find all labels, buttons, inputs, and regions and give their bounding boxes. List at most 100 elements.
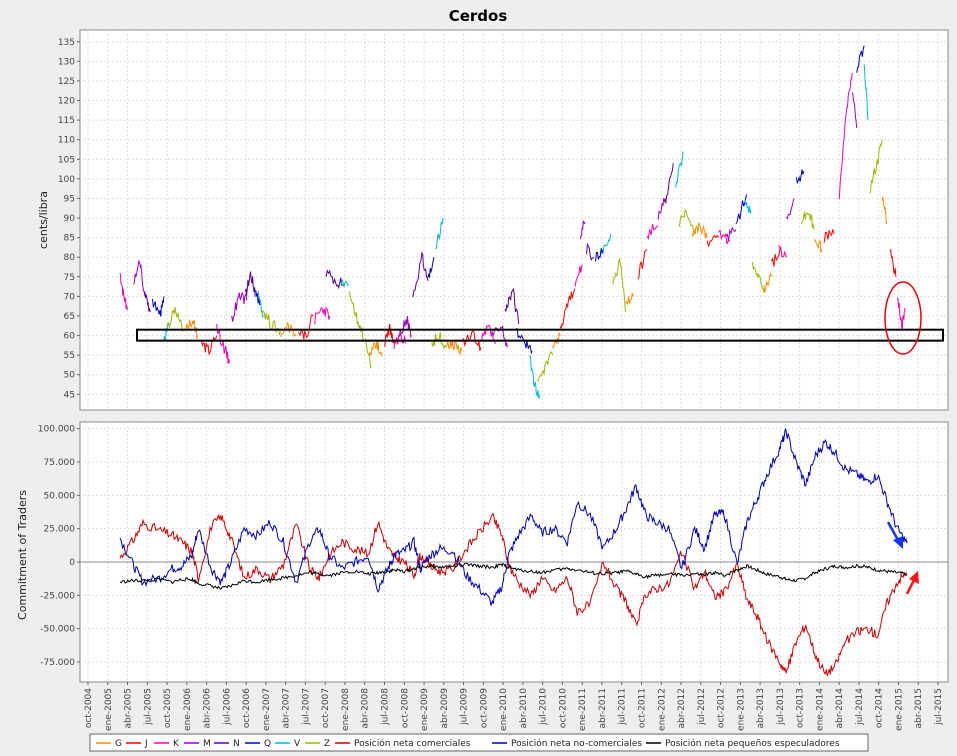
legend-items: G J K M N Q V Z Posición neta comerciales Posició…: [96, 738, 840, 749]
price-y-tick-label: 60: [64, 332, 76, 342]
cot-y-axis-label: Commitment of Traders: [16, 490, 29, 620]
contract-line-V: [744, 199, 752, 214]
contract-line-K: [393, 332, 406, 349]
price-panel: 45 50 55 60 65 70 75 80 85 90 95 100 105 110 115 120 125…: [37, 29, 949, 411]
price-y-tick-label: 130: [58, 57, 75, 67]
contract-line-N: [586, 242, 595, 261]
x-tick-label: ene-2006: [183, 688, 193, 731]
contract-line-V: [602, 233, 612, 254]
x-tick-label: ene-2015: [894, 688, 904, 731]
x-tick-label: jul-2010: [539, 688, 549, 726]
legend-label: Z: [324, 739, 330, 749]
x-tick-label: jul-2007: [301, 688, 311, 726]
cot-y-ticks: -75.000 -50.000 -25.000 0 25.000 50.000 75.000…: [38, 425, 80, 668]
price-y-tick-label: 50: [64, 371, 76, 381]
legend-label: K: [173, 739, 180, 749]
x-tick-label: jul-2013: [776, 688, 786, 726]
x-tick-label: abr-2007: [282, 688, 292, 729]
contract-line-G: [280, 321, 297, 338]
contract-line-Q: [856, 45, 865, 73]
contract-line-K: [119, 272, 128, 310]
x-tick-label: abr-2011: [598, 688, 608, 729]
contract-line-Z: [612, 258, 627, 313]
contract-line-G: [625, 293, 634, 306]
contract-line-M: [491, 325, 508, 348]
price-plot-area: [79, 29, 949, 411]
x-tick-label: abr-2008: [361, 688, 371, 729]
contract-line-Z: [752, 261, 765, 293]
price-y-tick-label: 95: [64, 194, 75, 204]
contract-line-V: [675, 151, 684, 188]
legend-label: N: [233, 739, 240, 749]
arrow-up-line: [905, 579, 916, 595]
x-tick-label: abr-2012: [677, 688, 687, 729]
contract-line-K: [897, 297, 906, 332]
small-speculators-net-line: [119, 562, 908, 590]
x-tick-label: jul-2015: [934, 688, 944, 726]
contract-line-Q: [735, 194, 747, 224]
contract-line-Q: [795, 169, 805, 185]
x-tick-label: oct-2006: [242, 688, 252, 728]
contract-line-Q: [516, 328, 533, 355]
x-tick-label: jul-2011: [618, 688, 628, 726]
legend: G J K M N Q V Z Posición neta comerciales Posició…: [89, 733, 869, 752]
legend-label: Q: [264, 739, 271, 749]
contract-line-Z: [167, 306, 184, 332]
x-tick-label: ene-2012: [657, 688, 667, 731]
support-band-box: [136, 328, 944, 342]
x-tick-label: abr-2005: [124, 688, 134, 729]
contract-line-V: [529, 354, 541, 399]
x-tick-label: ene-2007: [262, 688, 272, 731]
x-tick-label: oct-2012: [717, 688, 727, 728]
x-tick-label: oct-2009: [479, 688, 489, 728]
contract-line-Q: [427, 257, 435, 278]
contract-line-M: [725, 226, 737, 241]
price-y-tick-label: 70: [64, 292, 76, 302]
contract-line-J: [201, 335, 218, 355]
contract-line-J: [889, 248, 897, 277]
price-y-tick-label: 100: [58, 175, 75, 185]
contract-line-J: [770, 247, 782, 267]
price-y-tick-label: 110: [58, 136, 75, 146]
contract-line-K: [480, 324, 497, 344]
contract-line-K: [216, 324, 230, 364]
contract-line-M: [579, 220, 586, 240]
x-tick-label: oct-2013: [796, 688, 806, 728]
contract-line-K: [574, 264, 583, 287]
contract-line-J: [559, 288, 576, 330]
x-tick-label: jul-2009: [460, 688, 470, 726]
price-annotations: [136, 281, 944, 355]
x-axis-ticks: oct-2004 ene-2005 abr-2005 jul-2005 oct-2005…: [84, 682, 944, 731]
x-tick-label: abr-2010: [519, 688, 529, 729]
contract-line-Z: [348, 291, 372, 369]
contract-line-G: [881, 196, 888, 224]
contract-line-Q: [253, 287, 261, 306]
contract-line-K: [838, 73, 853, 200]
contract-line-Q: [152, 296, 165, 317]
x-tick-label: oct-2014: [875, 688, 885, 728]
legend-label: Posición neta comerciales: [354, 738, 471, 749]
contract-line-Z: [678, 208, 697, 234]
legend-label: G: [115, 739, 122, 749]
contract-line-M: [657, 197, 667, 220]
contract-line-V: [863, 64, 869, 121]
contract-line-J: [461, 330, 482, 352]
price-y-tick-label: 90: [64, 214, 76, 224]
contract-line-N: [504, 287, 519, 324]
legend-box: [89, 733, 869, 752]
x-tick-label: ene-2011: [578, 688, 588, 731]
x-tick-label: oct-2007: [321, 688, 331, 728]
price-y-tick-label: 115: [58, 116, 75, 126]
contract-line-G: [552, 332, 561, 349]
legend-label: Posición neta pequeños especuladores: [665, 738, 840, 749]
contract-line-M: [231, 291, 248, 322]
x-tick-label: jul-2012: [697, 688, 707, 726]
price-y-tick-label: 80: [64, 253, 76, 263]
contract-line-N: [144, 291, 151, 313]
x-tick-label: abr-2014: [835, 688, 845, 729]
cot-y-tick-label: 75.000: [44, 458, 76, 468]
x-tick-label: oct-2008: [400, 688, 410, 728]
x-tick-label: ene-2013: [736, 688, 746, 731]
x-tick-label: jul-2005: [143, 688, 153, 726]
